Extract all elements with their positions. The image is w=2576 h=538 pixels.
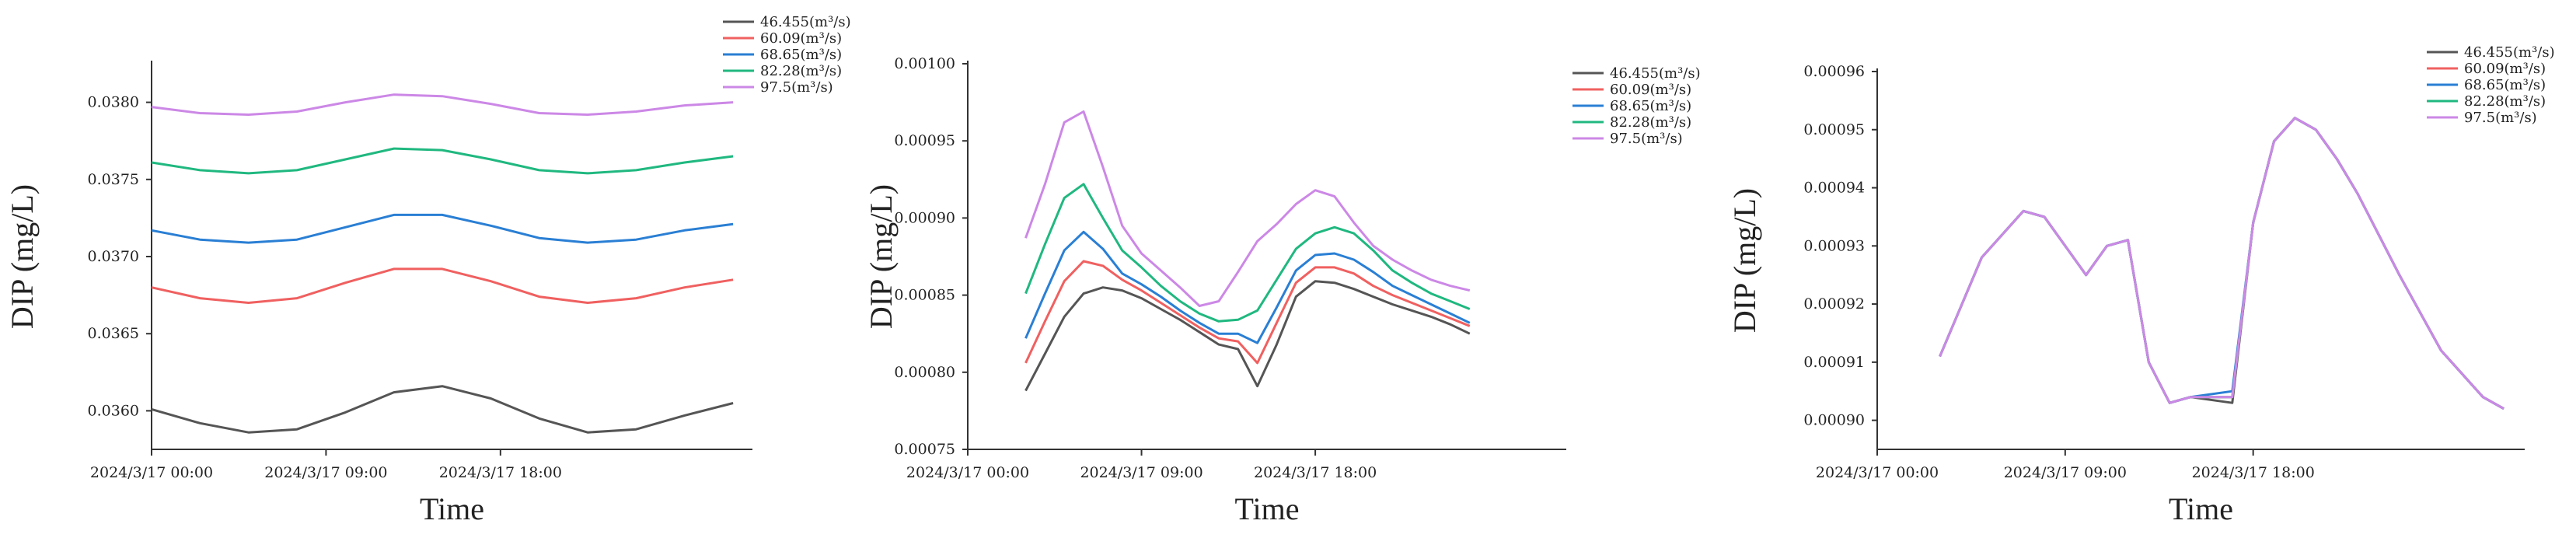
legend-label: 97.5(m³/s) <box>2464 110 2537 126</box>
series-line-0 <box>1939 117 2504 410</box>
series-line-2 <box>1024 230 1471 344</box>
x-tick-label: 2024/3/17 18:00 <box>439 464 562 481</box>
y-axis-title: DIP (mg/L) <box>864 184 899 329</box>
x-tick-label: 2024/3/17 00:00 <box>1816 464 1939 481</box>
x-tick-label: 2024/3/17 09:00 <box>1080 464 1202 481</box>
legend-label: 46.455(m³/s) <box>1610 65 1701 82</box>
y-axis-title: DIP (mg/L) <box>1727 188 1762 333</box>
y-tick-label: 0.00080 <box>894 364 955 381</box>
y-tick-label: 0.00090 <box>894 209 955 226</box>
chart-panel-middle: 0.00075 0.00080 0.00085 0.00090 0.00095 0.001… <box>864 55 1701 526</box>
legend-label: 82.28(m³/s) <box>760 63 842 79</box>
y-tick-label: 0.00094 <box>1803 180 1865 197</box>
y-tick-label: 0.00092 <box>1803 295 1865 313</box>
legend-label: 68.65(m³/s) <box>1610 98 1691 114</box>
y-tick-label: 0.0375 <box>88 171 139 188</box>
series-line-4 <box>1939 117 2504 410</box>
x-axis-title: Time <box>1234 491 1299 526</box>
y-tick-label: 0.00095 <box>894 132 955 149</box>
series-line-1 <box>151 267 734 304</box>
legend-label: 82.28(m³/s) <box>2464 93 2546 110</box>
legend-label: 68.65(m³/s) <box>760 47 842 63</box>
y-tick-label: 0.00100 <box>894 55 955 72</box>
legend-label: 46.455(m³/s) <box>2464 44 2555 61</box>
series-line-4 <box>1024 110 1471 307</box>
y-tick-label: 0.00090 <box>1803 412 1865 429</box>
series-line-0 <box>151 385 734 434</box>
x-tick-label: 2024/3/17 00:00 <box>90 464 213 481</box>
y-tick-label: 0.00085 <box>894 287 955 304</box>
y-tick-label: 0.0380 <box>88 94 139 111</box>
legend-label: 97.5(m³/s) <box>1610 131 1683 147</box>
series-line-2 <box>1939 117 2504 410</box>
legend-label: 60.09(m³/s) <box>1610 82 1691 98</box>
series-line-1 <box>1024 260 1471 365</box>
series-line-1 <box>1939 117 2504 410</box>
x-axis-title: Time <box>2169 491 2233 526</box>
y-tick-label: 0.0365 <box>88 325 139 342</box>
legend-label: 46.455(m³/s) <box>760 14 851 30</box>
chart-panel-right: 0.00090 0.00091 0.00092 0.00093 0.00094 0.000… <box>1727 44 2555 526</box>
series-line-4 <box>151 93 734 116</box>
legend-label: 82.28(m³/s) <box>1610 114 1691 131</box>
series-line-2 <box>151 213 734 244</box>
x-tick-label: 2024/3/17 09:00 <box>2004 464 2127 481</box>
x-tick-label: 2024/3/17 18:00 <box>2192 464 2315 481</box>
series-line-3 <box>151 147 734 175</box>
y-tick-label: 0.00093 <box>1803 237 1865 254</box>
y-tick-label: 0.00075 <box>894 441 955 458</box>
series-line-3 <box>1024 183 1471 323</box>
y-tick-label: 0.00095 <box>1803 121 1865 138</box>
y-tick-label: 0.0360 <box>88 402 139 419</box>
x-tick-label: 2024/3/17 09:00 <box>264 464 387 481</box>
legend-label: 60.09(m³/s) <box>2464 61 2546 77</box>
y-tick-label: 0.00096 <box>1803 63 1865 80</box>
legend-label: 68.65(m³/s) <box>2464 77 2546 93</box>
y-tick-label: 0.0370 <box>88 248 139 265</box>
legend-label: 97.5(m³/s) <box>760 79 833 96</box>
series-line-3 <box>1939 117 2504 410</box>
x-tick-label: 2024/3/17 00:00 <box>906 464 1029 481</box>
y-axis-title: DIP (mg/L) <box>5 184 40 329</box>
y-tick-label: 0.00091 <box>1803 354 1865 371</box>
x-axis-title: Time <box>420 491 484 526</box>
legend-label: 60.09(m³/s) <box>760 30 842 47</box>
x-tick-label: 2024/3/17 18:00 <box>1254 464 1377 481</box>
series-line-0 <box>1024 280 1471 392</box>
chart-panel-left: 0.0360 0.0365 0.0370 0.0375 0.0380 2024/3/17 … <box>5 14 851 526</box>
